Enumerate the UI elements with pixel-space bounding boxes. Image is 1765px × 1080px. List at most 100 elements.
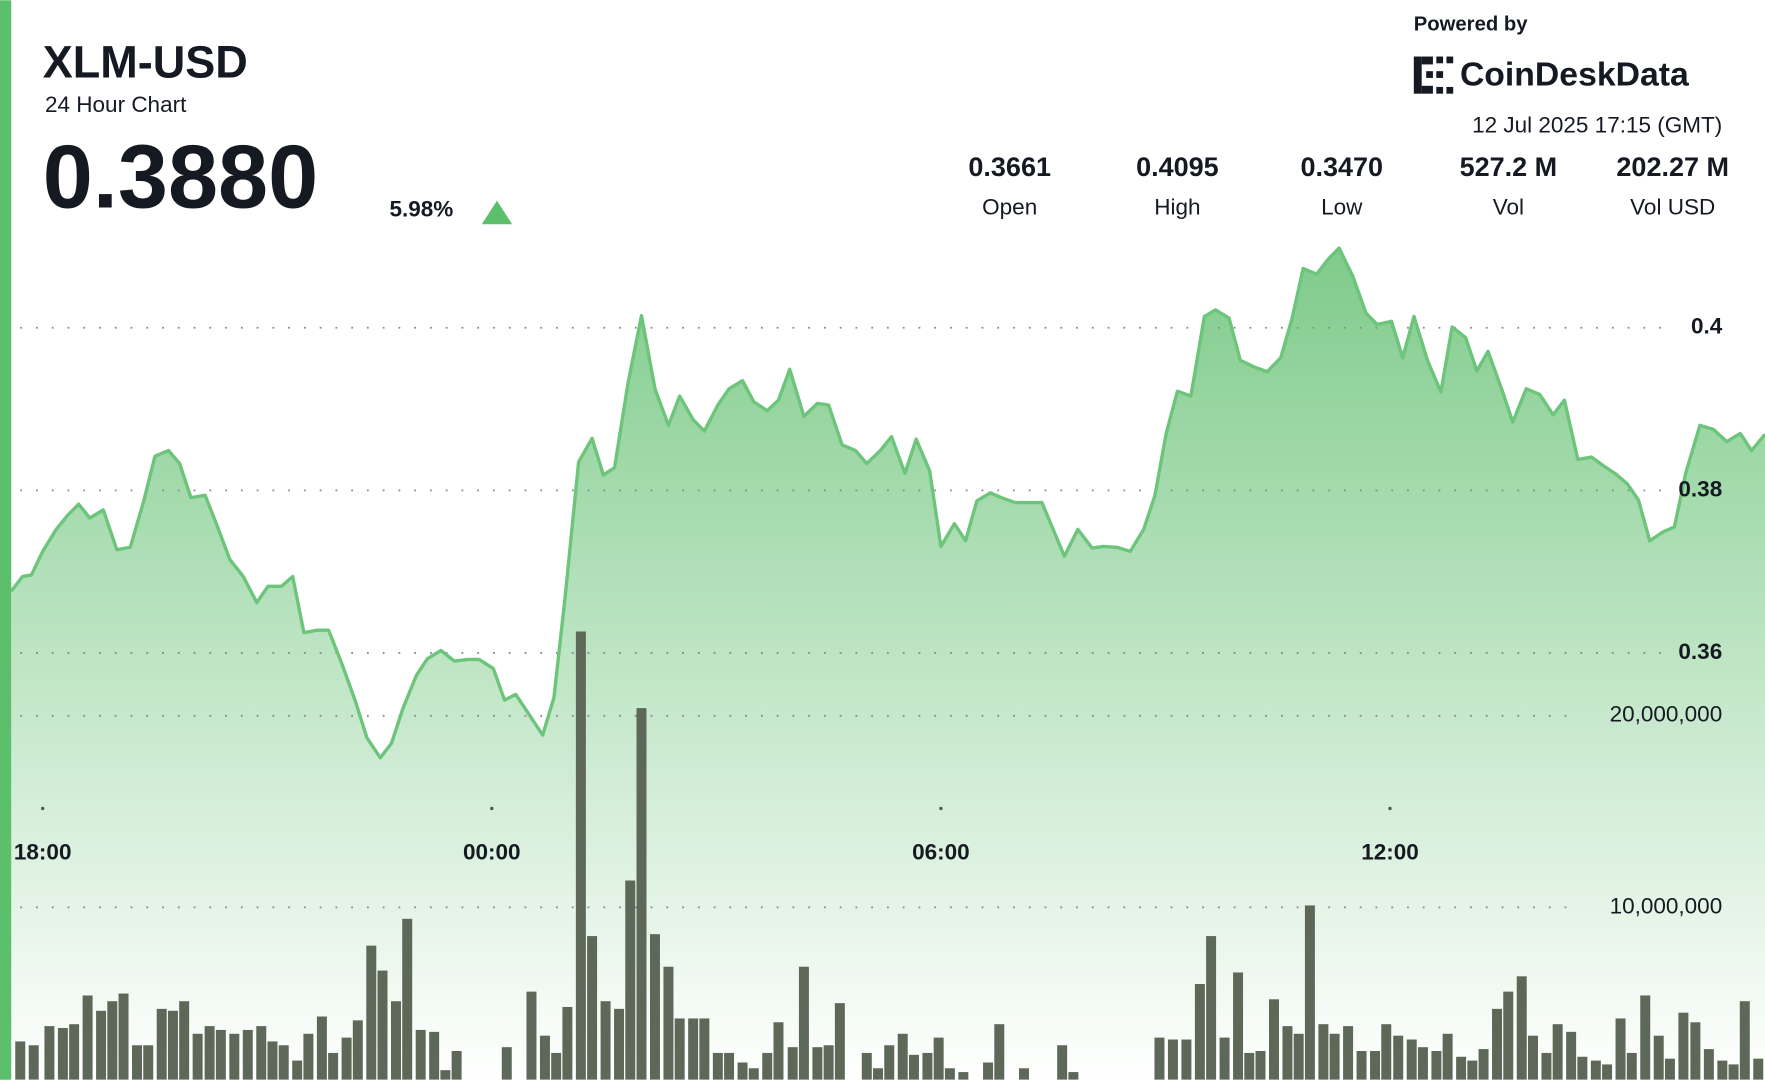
volume-bar — [562, 1006, 573, 1080]
volume-bar — [688, 1018, 699, 1080]
volume-bar — [1640, 995, 1651, 1080]
volume-bar — [256, 1026, 267, 1080]
x-tick-label: 00:00 — [463, 839, 521, 864]
volume-bar — [1318, 1024, 1329, 1080]
volume-bar — [501, 1047, 512, 1080]
volume-bar — [1626, 1052, 1637, 1080]
price: 0.3880 — [43, 127, 318, 228]
stat-value: 0.3470 — [1300, 152, 1383, 182]
volume-bar — [1154, 1037, 1165, 1080]
volume-bar — [1492, 1008, 1503, 1080]
timestamp: 12 Jul 2025 17:15 (GMT) — [1472, 112, 1722, 137]
volume-bar — [15, 1041, 26, 1080]
volume-bar — [215, 1029, 226, 1080]
accent-bar — [0, 0, 12, 1080]
volume-bar — [1194, 983, 1205, 1080]
x-tick-label: 06:00 — [912, 839, 970, 864]
stat-label: Vol — [1493, 194, 1524, 219]
volume-bar — [341, 1037, 352, 1080]
line-layer — [11, 246, 1765, 760]
stat-label: Vol USD — [1630, 194, 1715, 219]
volume-bar — [352, 1020, 363, 1080]
volume-bar — [1304, 905, 1315, 1080]
volume-bar — [600, 1001, 611, 1080]
volume-bar — [1753, 1058, 1764, 1080]
volume-bar — [575, 631, 586, 1080]
volume-bar — [1206, 936, 1217, 1080]
volume-bar — [1370, 1051, 1381, 1080]
volume-bar — [1566, 1031, 1577, 1080]
volume-bar — [908, 1054, 919, 1080]
y-tick-label: 0.4 — [1691, 314, 1723, 339]
price-area — [11, 248, 1765, 1080]
x-tick-label: 12:00 — [1361, 839, 1419, 864]
volume-bar — [834, 1003, 845, 1080]
volume-bar — [1503, 991, 1514, 1080]
volume-bar — [82, 995, 93, 1080]
stats: 0.3661 Open 0.4095 High 0.3470 Low 527.2 M Vol 2… — [968, 152, 1729, 219]
y2-tick-label: 20,000,000 — [1610, 702, 1723, 727]
volume-bar — [303, 1033, 314, 1080]
volume-bar — [1293, 1033, 1304, 1080]
volume-bar — [873, 1068, 884, 1080]
x-tick — [939, 806, 943, 811]
volume-bar — [1381, 1024, 1392, 1080]
volume-bar — [897, 1033, 908, 1080]
volume-bar — [1406, 1039, 1417, 1080]
volume-bar — [1703, 1049, 1714, 1080]
volume-bar — [983, 1062, 994, 1080]
volume-bar — [1664, 1058, 1675, 1080]
volume-bar — [328, 1052, 339, 1080]
volume-bar — [377, 970, 388, 1080]
labels-layer: 0.36 0.38 0.4 10,000,000 20,000,000 18:00 00:0… — [14, 314, 1723, 919]
volume-bar — [1219, 1037, 1230, 1080]
volume-bar — [823, 1045, 834, 1080]
volume-bar — [1057, 1045, 1068, 1080]
x-tick — [490, 806, 494, 811]
volume-bar — [1233, 972, 1244, 1080]
volume-bar — [1356, 1051, 1367, 1080]
volume-bar — [1552, 1024, 1563, 1080]
volume-bar — [1068, 1072, 1079, 1080]
volume-bar — [1268, 999, 1279, 1080]
volume-bar — [922, 1052, 933, 1080]
volume-bar — [798, 966, 809, 1080]
volume-bar — [674, 1018, 685, 1080]
volume-bar — [57, 1028, 68, 1080]
brand: CoinDeskData — [1460, 56, 1689, 94]
x-tick-label: 18:00 — [14, 839, 72, 864]
volume-bar — [762, 1052, 773, 1080]
plot-area: 0.36 0.38 0.4 10,000,000 20,000,000 18:00 00:0… — [11, 246, 1765, 1080]
volume-bar — [242, 1029, 253, 1080]
volume-bar — [1615, 1018, 1626, 1080]
x-tick — [41, 806, 45, 811]
volume-bar — [1467, 1060, 1478, 1080]
volume-bar — [44, 1026, 55, 1080]
volume-bar — [69, 1024, 80, 1080]
volume-bar — [96, 1010, 107, 1080]
volume-bar — [1244, 1052, 1255, 1080]
volume-bar — [440, 1070, 451, 1080]
volume-bar — [192, 1033, 203, 1080]
stat-label: Low — [1321, 194, 1363, 219]
volume-bar — [773, 1022, 784, 1080]
volume-bar — [1717, 1060, 1728, 1080]
volume-bar — [1478, 1049, 1489, 1080]
volume-bar — [539, 1035, 550, 1080]
bar-layer — [15, 631, 1764, 1080]
volume-bar — [587, 936, 598, 1080]
volume-bar — [366, 945, 377, 1080]
volume-bar — [107, 1001, 118, 1080]
volume-bar — [1255, 1051, 1266, 1080]
volume-bar — [748, 1068, 759, 1080]
volume-bar — [156, 1008, 167, 1080]
volume-bar — [994, 1024, 1005, 1080]
volume-bar — [884, 1045, 895, 1080]
volume-bar — [1690, 1022, 1701, 1080]
brand-logo — [1413, 56, 1454, 94]
volume-bar — [179, 1001, 190, 1080]
volume-bar — [415, 1029, 426, 1080]
volume-bar — [451, 1051, 462, 1080]
volume-bar — [1282, 1026, 1293, 1080]
